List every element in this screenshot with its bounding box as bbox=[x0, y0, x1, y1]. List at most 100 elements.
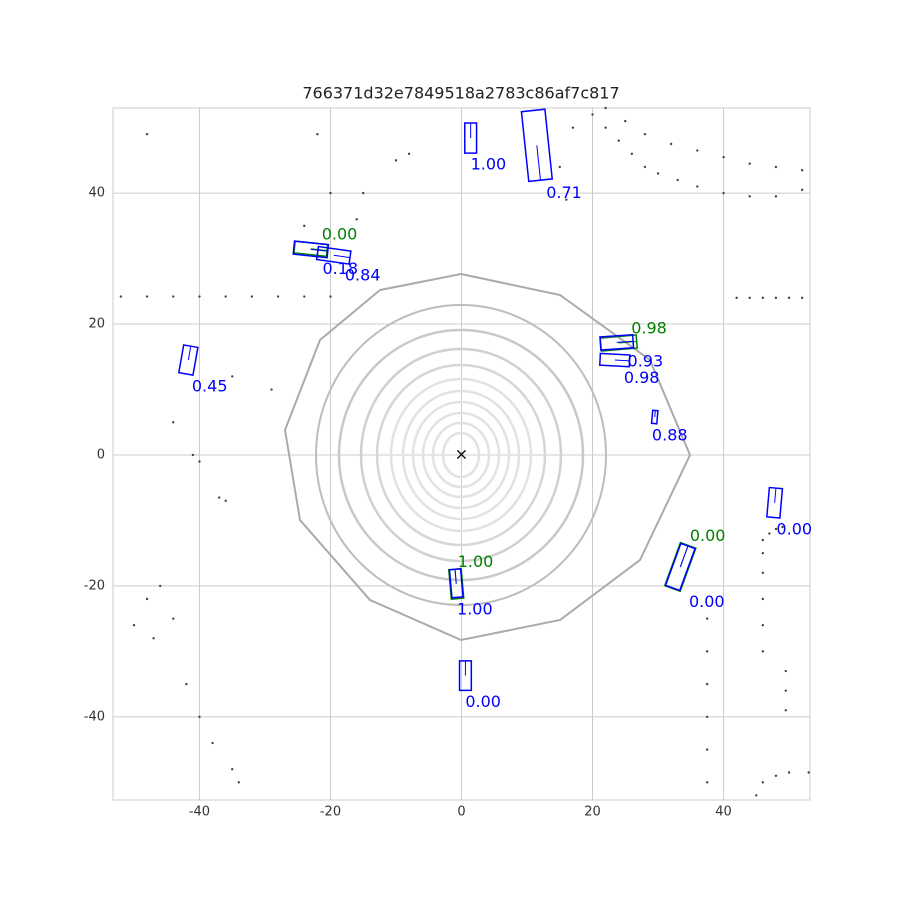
heading-line bbox=[616, 340, 634, 343]
score-label: 0.00 bbox=[690, 526, 726, 545]
score-label: 0.84 bbox=[345, 266, 381, 285]
lidar-point bbox=[407, 152, 411, 156]
bounding-box bbox=[292, 240, 330, 259]
bounding-box bbox=[598, 352, 631, 368]
lidar-point bbox=[316, 132, 319, 136]
lidar-point bbox=[761, 538, 765, 542]
x-tick-label: 40 bbox=[715, 805, 732, 820]
lidar-point bbox=[781, 525, 784, 529]
lidar-point bbox=[158, 584, 162, 588]
bounding-box bbox=[599, 333, 635, 351]
lidar-point bbox=[617, 139, 620, 142]
bounding-box bbox=[599, 334, 639, 352]
bounding-box bbox=[766, 486, 784, 519]
grid bbox=[113, 108, 810, 800]
lidar-point bbox=[696, 185, 699, 188]
score-label: 1.00 bbox=[457, 599, 493, 618]
lidar-point bbox=[761, 623, 765, 627]
chart-title: 766371d32e7849518a2783c86af7c817 bbox=[302, 84, 619, 103]
lidar-point bbox=[774, 195, 778, 198]
lidar-point bbox=[761, 551, 765, 555]
lidar-point bbox=[669, 142, 673, 146]
lidar-point bbox=[748, 162, 751, 165]
lidar-point bbox=[774, 527, 778, 531]
bounding-box bbox=[177, 344, 199, 377]
heading-line bbox=[614, 359, 630, 362]
lidar-point bbox=[362, 191, 365, 195]
lidar-point bbox=[722, 191, 725, 195]
lidar-point bbox=[774, 165, 778, 169]
lidar-point bbox=[172, 421, 175, 424]
lidar-point bbox=[224, 499, 227, 503]
lidar-point bbox=[676, 178, 679, 182]
lidar-point bbox=[250, 295, 254, 298]
heading-line bbox=[310, 248, 328, 252]
lidar-point bbox=[722, 155, 725, 159]
lidar-point bbox=[761, 781, 765, 784]
lidar-point bbox=[755, 794, 758, 797]
bounding-box bbox=[650, 409, 659, 425]
lidar-point bbox=[270, 388, 273, 391]
bounding-box bbox=[464, 122, 478, 154]
lidar-point bbox=[329, 295, 332, 298]
score-label: 1.00 bbox=[471, 155, 507, 174]
ego-marker: × bbox=[455, 444, 468, 463]
x-tick-label: -20 bbox=[320, 805, 341, 820]
lidar-point bbox=[735, 296, 738, 300]
lidar-point bbox=[656, 172, 660, 175]
heading-line bbox=[310, 248, 328, 251]
y-tick-label: 0 bbox=[97, 447, 105, 462]
bounding-box bbox=[448, 567, 464, 599]
heading-line bbox=[679, 545, 689, 568]
bounding-box bbox=[458, 660, 473, 692]
lidar-point bbox=[565, 198, 568, 201]
lidar-point bbox=[185, 682, 188, 686]
lidar-point bbox=[211, 741, 214, 745]
lidar-point bbox=[748, 195, 751, 198]
lidar-point bbox=[800, 188, 804, 192]
score-label: 0.45 bbox=[192, 377, 228, 396]
lidar-point bbox=[355, 218, 358, 221]
lidar-point bbox=[558, 165, 561, 169]
lidar-point bbox=[784, 669, 787, 673]
score-label: 0.71 bbox=[546, 183, 582, 202]
lidar-point bbox=[761, 571, 765, 575]
score-label: 0.93 bbox=[628, 352, 664, 371]
lidar-point bbox=[800, 296, 804, 300]
x-tick-label: -40 bbox=[189, 805, 210, 820]
score-label: 0.98 bbox=[624, 368, 660, 387]
lidar-point bbox=[145, 132, 149, 136]
lidar-point bbox=[761, 597, 765, 601]
lidar-point bbox=[276, 295, 280, 298]
lidar-point bbox=[237, 781, 240, 784]
lidar-point bbox=[198, 295, 201, 298]
lidar-point bbox=[604, 126, 607, 129]
heading-line bbox=[333, 254, 351, 259]
lidar-point bbox=[774, 774, 778, 777]
score-label: 0.00 bbox=[776, 520, 812, 539]
lidar-point bbox=[172, 617, 175, 620]
y-tick-label: -40 bbox=[84, 709, 105, 724]
lidar-point bbox=[119, 295, 123, 298]
lidar-point bbox=[132, 623, 136, 627]
lidar-point bbox=[768, 532, 771, 535]
lidar-point bbox=[152, 637, 155, 640]
lidar-point bbox=[571, 126, 575, 129]
lidar-point bbox=[784, 709, 787, 712]
y-tick-label: 20 bbox=[88, 317, 105, 332]
lidar-point bbox=[643, 132, 647, 136]
lidar-point bbox=[145, 295, 149, 298]
lidar-point bbox=[224, 295, 227, 298]
lidar-point bbox=[630, 152, 634, 156]
heading-line bbox=[536, 145, 541, 181]
lidar-point bbox=[705, 682, 709, 686]
y-tick-label: 40 bbox=[88, 186, 105, 201]
lidar-point bbox=[705, 650, 709, 653]
lidar-point bbox=[787, 296, 791, 300]
lidar-point bbox=[198, 460, 201, 463]
lidar-point bbox=[761, 296, 765, 300]
score-label: 0.00 bbox=[322, 225, 358, 244]
lidar-point bbox=[231, 375, 234, 378]
x-tick-label: 20 bbox=[584, 805, 601, 820]
